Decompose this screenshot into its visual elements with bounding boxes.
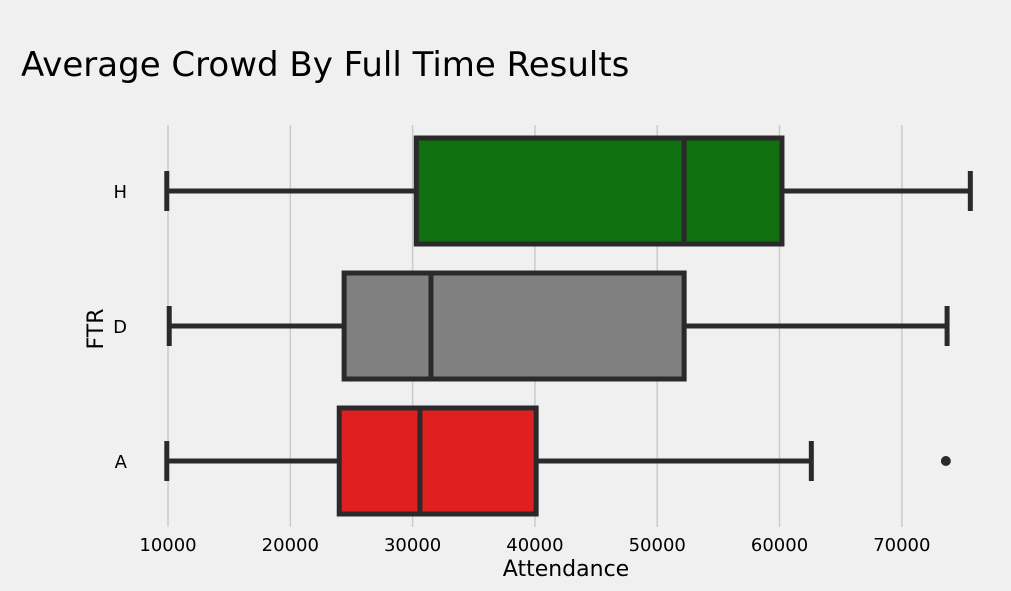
x-axis-label: Attendance — [503, 557, 629, 582]
box-d — [341, 270, 687, 382]
outlier-a — [940, 456, 951, 466]
boxes — [164, 135, 973, 517]
x-tick-label: 40000 — [506, 535, 563, 556]
x-tick-label: 70000 — [873, 535, 930, 556]
y-axis-label: FTR — [84, 309, 109, 350]
y-tick-label: H — [113, 182, 127, 203]
x-tick-label: 20000 — [262, 535, 319, 556]
box-a — [336, 405, 539, 517]
y-tick-labels: H D A — [113, 182, 128, 473]
x-tick-labels: 10000 20000 30000 40000 50000 60000 70000 — [139, 535, 930, 556]
y-tick-label: A — [115, 452, 128, 473]
x-tick-label: 10000 — [139, 535, 196, 556]
box-h — [413, 135, 785, 247]
x-tick-label: 60000 — [751, 535, 808, 556]
y-tick-label: D — [113, 317, 127, 338]
x-tick-label: 50000 — [629, 535, 686, 556]
chart-title: Average Crowd By Full Time Results — [21, 45, 629, 85]
x-tick-label: 30000 — [384, 535, 441, 556]
